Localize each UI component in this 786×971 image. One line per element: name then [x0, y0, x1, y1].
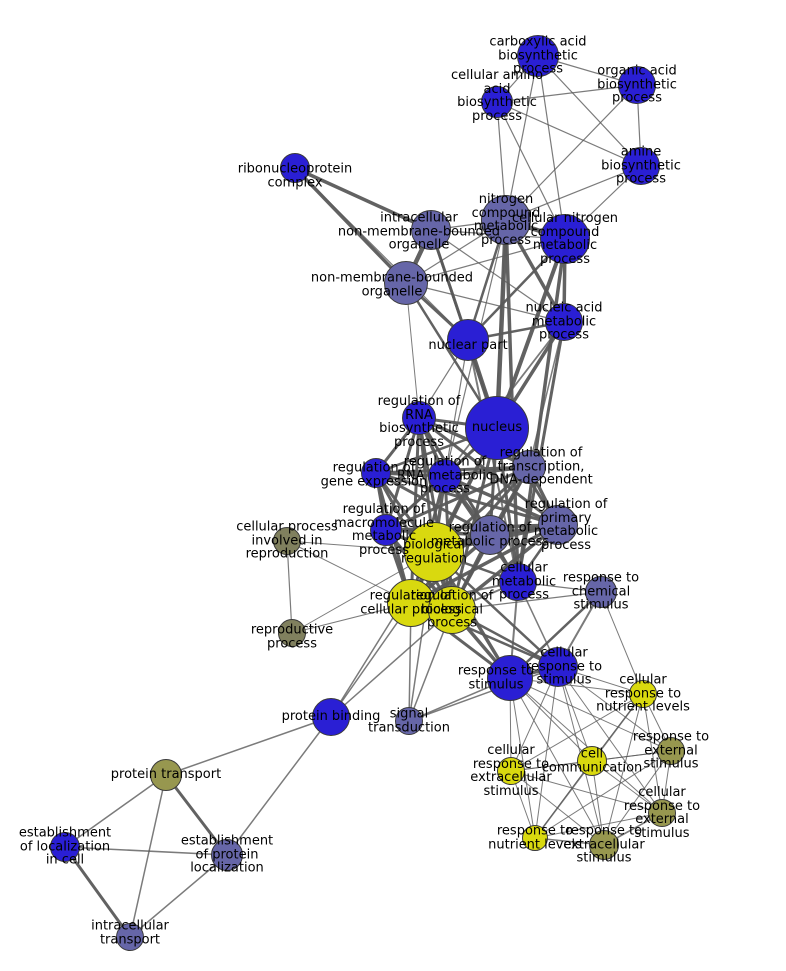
- edge: [505, 84, 638, 221]
- edge: [64, 846, 228, 856]
- edge: [600, 591, 644, 695]
- node-amine-bio[interactable]: [622, 147, 660, 185]
- node-nitrogen-compound-met[interactable]: [481, 195, 531, 245]
- edge: [330, 609, 453, 718]
- node-reproductive-process[interactable]: [278, 619, 306, 647]
- edge: [495, 237, 567, 430]
- node-organic-acid-bio[interactable]: [618, 66, 656, 104]
- edge: [534, 666, 559, 839]
- edge: [129, 854, 228, 938]
- edge: [510, 770, 663, 814]
- node-reg-transcription-dna[interactable]: [512, 450, 546, 484]
- node-protein-transport[interactable]: [150, 759, 182, 791]
- node-cellular-amino-acid-bio[interactable]: [481, 86, 513, 118]
- edge: [165, 716, 332, 776]
- node-response-external-stimulus[interactable]: [657, 737, 685, 765]
- edge: [537, 55, 566, 240]
- edge: [537, 55, 642, 167]
- edge: [496, 84, 638, 103]
- node-cellular-response-stimulus[interactable]: [538, 647, 578, 687]
- node-carboxylic-acid-bio[interactable]: [517, 35, 559, 77]
- edge: [494, 217, 509, 431]
- edge: [534, 750, 672, 839]
- edge: [603, 693, 644, 846]
- edge: [444, 339, 469, 477]
- node-establishment-protein-localization[interactable]: [211, 839, 243, 871]
- node-response-chemical-stimulus[interactable]: [585, 576, 617, 608]
- node-reg-met-process[interactable]: [470, 515, 510, 555]
- node-cellular-response-extracellular[interactable]: [497, 757, 525, 785]
- node-cell-communication[interactable]: [577, 746, 607, 776]
- edge: [226, 716, 332, 856]
- node-protein-binding[interactable]: [312, 698, 350, 736]
- node-cellular-nitrogen-compound-met[interactable]: [540, 214, 590, 264]
- edge: [509, 677, 605, 846]
- node-reg-macromolecule-met[interactable]: [370, 514, 402, 546]
- node-cellular-met-process[interactable]: [499, 563, 537, 601]
- node-reg-primary-met[interactable]: [538, 505, 578, 545]
- node-response-stimulus[interactable]: [487, 655, 533, 701]
- edge: [63, 845, 132, 939]
- edge: [603, 750, 672, 846]
- node-intracellular-transport[interactable]: [116, 923, 144, 951]
- node-nucleic-acid-met[interactable]: [545, 303, 583, 341]
- node-establishment-localization-cell[interactable]: [50, 832, 80, 862]
- edge: [405, 282, 420, 419]
- edge: [557, 666, 672, 752]
- edge: [408, 666, 559, 722]
- node-reg-rna-bio-process[interactable]: [402, 401, 436, 435]
- edge: [534, 812, 663, 839]
- edge: [64, 774, 167, 848]
- node-biological-regulation[interactable]: [404, 522, 464, 582]
- edge: [505, 55, 539, 221]
- node-response-nutrient-levels[interactable]: [522, 825, 548, 851]
- edge: [293, 166, 433, 232]
- node-reg-rna-met-process[interactable]: [428, 459, 462, 493]
- node-nmb-organelle[interactable]: [384, 261, 428, 305]
- node-reg-biological-process[interactable]: [428, 586, 476, 634]
- edge: [510, 693, 644, 772]
- edge: [129, 774, 167, 938]
- edge: [509, 677, 536, 839]
- node-nuclear-part[interactable]: [447, 319, 489, 361]
- node-cellular-response-nutrient[interactable]: [629, 680, 657, 708]
- edge: [405, 238, 566, 284]
- edge: [293, 166, 408, 285]
- node-cellular-process-reproduction[interactable]: [273, 527, 301, 555]
- node-ribonucleoprotein-complex[interactable]: [280, 153, 310, 183]
- node-nucleus[interactable]: [465, 396, 529, 460]
- node-intracellular-nmb-organelle[interactable]: [411, 210, 451, 250]
- node-cellular-response-external[interactable]: [648, 799, 676, 827]
- edge: [509, 677, 672, 752]
- edge: [496, 101, 642, 167]
- edge: [286, 540, 293, 634]
- edge: [374, 471, 492, 537]
- node-response-extracellular-stimulus[interactable]: [589, 830, 619, 860]
- edge: [467, 339, 519, 583]
- node-signal-transduction[interactable]: [395, 707, 423, 735]
- node-reg-gene-expression[interactable]: [361, 458, 391, 488]
- edge: [528, 321, 565, 468]
